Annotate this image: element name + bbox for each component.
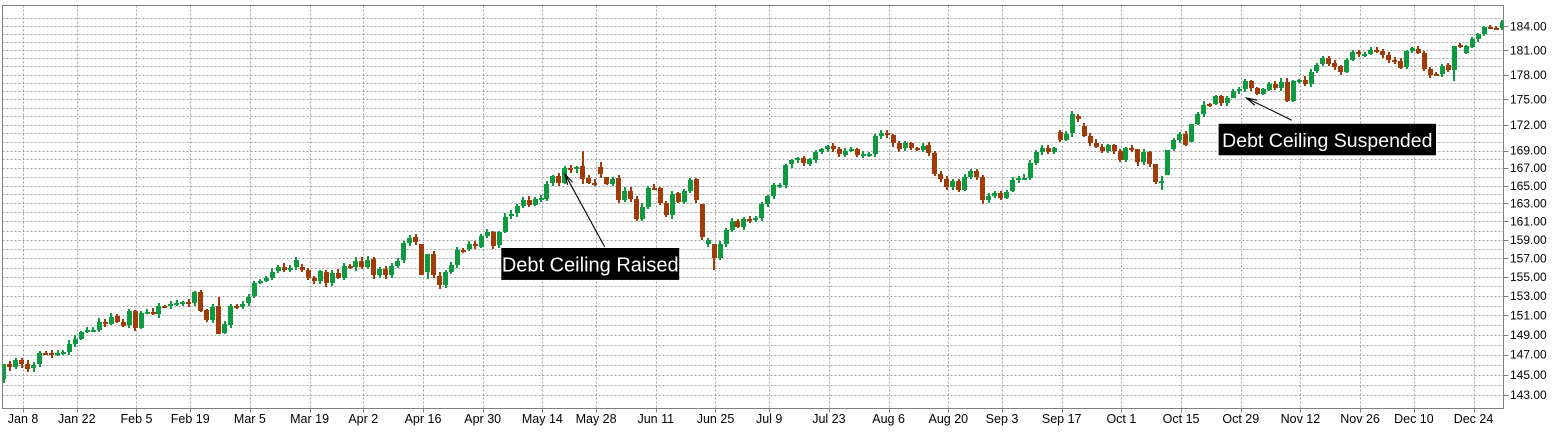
svg-text:163.00: 163.00 bbox=[1510, 197, 1547, 211]
svg-text:175.00: 175.00 bbox=[1510, 93, 1547, 107]
svg-text:May 14: May 14 bbox=[522, 412, 563, 426]
svg-text:Oct 1: Oct 1 bbox=[1106, 412, 1136, 426]
svg-text:151.00: 151.00 bbox=[1510, 309, 1547, 323]
svg-text:145.00: 145.00 bbox=[1510, 368, 1547, 382]
svg-text:Dec 10: Dec 10 bbox=[1394, 412, 1434, 426]
svg-text:165.00: 165.00 bbox=[1510, 179, 1547, 193]
svg-text:May 28: May 28 bbox=[576, 412, 617, 426]
svg-text:Oct 15: Oct 15 bbox=[1163, 412, 1200, 426]
svg-text:Jan 8: Jan 8 bbox=[8, 412, 39, 426]
svg-text:159.00: 159.00 bbox=[1510, 233, 1547, 247]
svg-text:167.00: 167.00 bbox=[1510, 161, 1547, 175]
svg-text:149.00: 149.00 bbox=[1510, 328, 1547, 342]
svg-text:153.00: 153.00 bbox=[1510, 289, 1547, 303]
svg-text:Dec 24: Dec 24 bbox=[1454, 412, 1494, 426]
svg-text:Apr 2: Apr 2 bbox=[348, 412, 378, 426]
svg-text:Mar 19: Mar 19 bbox=[290, 412, 329, 426]
svg-text:172.00: 172.00 bbox=[1510, 118, 1547, 132]
svg-text:Mar 5: Mar 5 bbox=[234, 412, 266, 426]
svg-text:181.00: 181.00 bbox=[1510, 43, 1547, 57]
svg-text:178.00: 178.00 bbox=[1510, 68, 1547, 82]
svg-text:Jan 22: Jan 22 bbox=[58, 412, 96, 426]
svg-text:161.00: 161.00 bbox=[1510, 215, 1547, 229]
svg-text:157.00: 157.00 bbox=[1510, 252, 1547, 266]
svg-text:Debt Ceiling Suspended: Debt Ceiling Suspended bbox=[1222, 130, 1432, 152]
svg-text:Nov 12: Nov 12 bbox=[1281, 412, 1321, 426]
svg-text:Feb 19: Feb 19 bbox=[171, 412, 210, 426]
svg-text:143.00: 143.00 bbox=[1510, 388, 1547, 402]
svg-text:Jun 25: Jun 25 bbox=[697, 412, 735, 426]
svg-text:Oct 29: Oct 29 bbox=[1222, 412, 1259, 426]
svg-text:Aug 6: Aug 6 bbox=[872, 412, 905, 426]
svg-text:184.00: 184.00 bbox=[1510, 19, 1547, 33]
svg-text:Jun 11: Jun 11 bbox=[637, 412, 674, 426]
svg-text:Jul 23: Jul 23 bbox=[812, 412, 845, 426]
svg-text:147.00: 147.00 bbox=[1510, 348, 1547, 362]
svg-text:Apr 16: Apr 16 bbox=[405, 412, 442, 426]
svg-text:169.00: 169.00 bbox=[1510, 144, 1547, 158]
svg-text:Feb 5: Feb 5 bbox=[121, 412, 153, 426]
svg-text:Aug 20: Aug 20 bbox=[928, 412, 968, 426]
svg-text:Sep 3: Sep 3 bbox=[986, 412, 1019, 426]
svg-text:155.00: 155.00 bbox=[1510, 270, 1547, 284]
svg-text:Jul 9: Jul 9 bbox=[756, 412, 782, 426]
svg-text:Nov 26: Nov 26 bbox=[1340, 412, 1380, 426]
svg-text:Sep 17: Sep 17 bbox=[1042, 412, 1082, 426]
svg-text:Apr 30: Apr 30 bbox=[464, 412, 501, 426]
svg-text:Debt Ceiling Raised: Debt Ceiling Raised bbox=[502, 255, 679, 277]
